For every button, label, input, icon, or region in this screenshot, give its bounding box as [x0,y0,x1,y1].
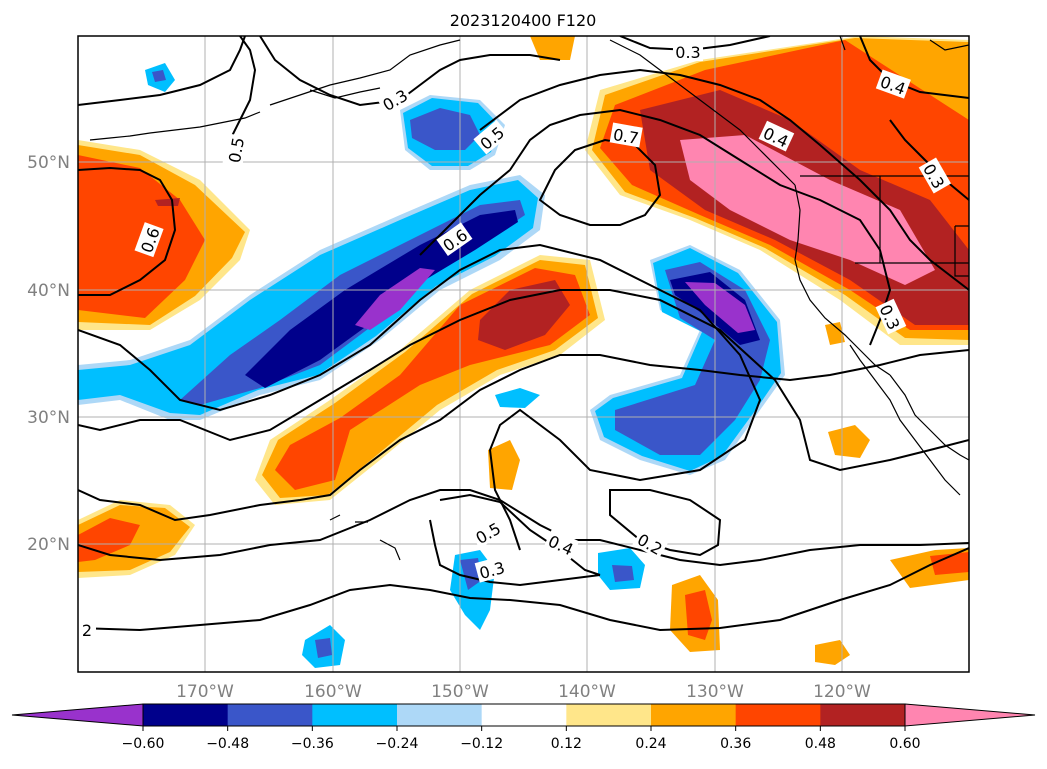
shade-small-blob [488,440,520,490]
coastline-baja [849,344,961,496]
colorbar-tick-label: 0.24 [635,736,666,752]
coastline-mexico [889,374,969,461]
colorbar-segment [143,704,229,726]
shade-positive-west [155,198,180,206]
shade-negative-north [410,108,480,150]
colorbar-tick-label: −0.60 [122,736,165,752]
lat-label: 40°N [27,281,70,301]
colorbar: −0.60 −0.48 −0.36 −0.24 −0.12 0.12 0.24 0.36 0.4… [11,703,1036,752]
shade-negative-band [355,268,435,330]
lon-label: 150°W [431,682,489,702]
shade-small-blob [825,322,845,345]
lat-label: 30°N [27,408,70,428]
colorbar-tick-label: 0.48 [805,736,836,752]
lon-label: 170°W [176,682,234,702]
contour-line [78,489,969,567]
map-panel: 0.3 0.4 0.5 0.3 0.5 0.6 0.7 0.4 0.3 0.6 … [78,36,969,672]
lon-label: 130°W [686,682,744,702]
colorbar-segment [481,704,567,726]
contour-line [259,36,561,107]
colorbar-extend-min [11,703,144,727]
colorbar-outline [142,703,906,727]
shade-small-blob [152,70,166,82]
contour-line [78,289,969,472]
colorbar-tick-label: 0.12 [551,736,582,752]
shade-small-blob [495,388,540,408]
contour-line [78,166,177,296]
colorbar-segment [312,704,398,726]
contour-line [479,68,969,291]
shade-positive-northeast [680,135,935,285]
lon-label: 120°W [813,682,871,702]
contour-line [78,243,762,551]
colorbar-segment [397,704,483,726]
colorbar-extend-max [904,703,1036,727]
colorbar-segment [651,704,737,726]
contour-line [229,36,257,141]
map-title: 2023120400 F120 [450,11,597,30]
map-frame [77,35,970,673]
lon-axis: 170°W 160°W 150°W 140°W 130°W 120°W [176,682,871,702]
lat-axis: 50°N 40°N 30°N 20°N [27,153,70,555]
contour-line [429,519,601,587]
shade-small-blob [612,565,634,582]
shaded-field [78,36,969,668]
contour-lines [78,36,969,632]
colorbar-tick-label: 0.36 [720,736,751,752]
contour-label: 0.5 [225,136,248,164]
contour-line [78,547,969,632]
lon-label: 160°W [304,682,362,702]
shade-small-blob [530,36,575,60]
coastline-alaska [269,39,461,106]
shade-positive-band [478,280,570,350]
contour-line [439,493,601,576]
contour-label: 0.7 [612,125,640,148]
shade-negative-east [685,282,755,333]
lat-label: 20°N [27,535,70,555]
colorbar-tick-label: −0.24 [376,736,419,752]
colorbar-tick-label: 0.60 [889,736,920,752]
shade-positive-southwest [78,518,140,562]
shade-small-blob [315,638,332,658]
contour-line [419,108,892,346]
coastline-bc-panhandle [609,39,796,186]
coastline-west-us [794,184,891,376]
contour-line [78,349,969,522]
coastline-aleutians [89,111,261,141]
colorbar-segment [227,704,313,726]
contour-label: 2 [82,621,92,640]
contour-label: 0.3 [675,43,700,62]
colorbar-tick-label: −0.48 [206,736,249,752]
shade-small-blob [930,552,969,575]
lon-label: 140°W [558,682,616,702]
shade-small-blob [828,425,870,458]
shade-small-blob [815,640,850,665]
colorbar-segment [566,704,652,726]
colorbar-segment [820,704,906,726]
contour-line [538,138,662,226]
coastline-alaska-north [839,36,969,51]
colorbar-tick-label: −0.12 [460,736,503,752]
contour-line [889,119,969,201]
contour-line [78,36,246,106]
colorbar-tick-label: −0.36 [291,736,334,752]
colorbar-segment [735,704,821,726]
contour-line [609,489,722,557]
lat-label: 50°N [27,153,70,173]
